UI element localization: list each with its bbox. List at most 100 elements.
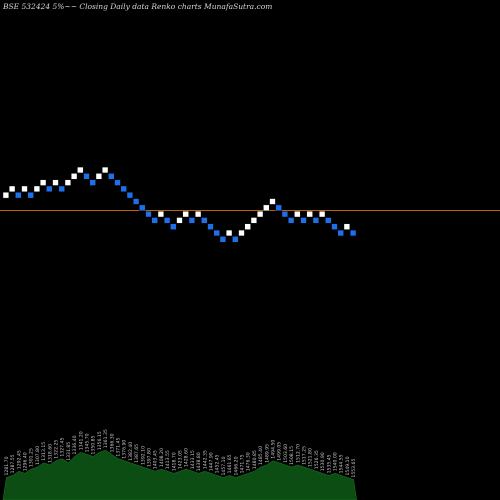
renko-brick-down [145, 210, 152, 218]
volume-label: 1403.45 [153, 450, 159, 469]
renko-brick-down [213, 229, 220, 237]
volume-label: 1336.40 [72, 435, 78, 454]
renko-brick-down [120, 185, 127, 193]
renko-brick-up [294, 210, 301, 218]
renko-brick-up [319, 210, 326, 218]
renko-brick-up [52, 179, 59, 186]
volume-label: 1433.15 [190, 450, 196, 469]
volume-label: 1345.70 [85, 433, 91, 452]
volume-label: 1366.30 [109, 433, 115, 452]
renko-brick-up [182, 210, 189, 218]
volume-label: 1408.20 [159, 448, 165, 467]
renko-brick-down [201, 217, 208, 224]
renko-brick-up [8, 185, 16, 193]
renko-brick-down [288, 217, 295, 224]
volume-label: 1392.10 [140, 446, 146, 465]
volume-label: 1521.80 [308, 448, 314, 467]
volume-label: 1301.25 [29, 448, 35, 467]
renko-brick-up [257, 210, 264, 218]
renko-brick-up [250, 217, 258, 224]
volume-label: 1296.40 [23, 452, 29, 471]
volume-label: 1387.65 [134, 444, 140, 463]
volume-label: 1457.10 [221, 456, 227, 475]
renko-brick-down [58, 185, 65, 193]
renko-brick-down [132, 198, 140, 205]
renko-brick-up [238, 229, 245, 237]
volume-label: 1413.55 [165, 450, 171, 469]
renko-brick-down [139, 204, 146, 211]
volume-label: 1371.45 [116, 438, 122, 457]
renko-brick-up [95, 173, 103, 180]
volume-label: 1397.80 [147, 448, 153, 467]
renko-brick-up [40, 179, 47, 186]
volume-label: 1540.00 [333, 452, 339, 471]
renko-brick-up [343, 223, 351, 230]
volume-label: 1447.90 [209, 452, 215, 471]
renko-brick-up [306, 210, 313, 218]
renko-brick-up [21, 185, 28, 193]
renko-brick-up [101, 166, 109, 174]
renko-brick-down [27, 192, 34, 199]
volume-label: 1322.25 [54, 440, 60, 459]
renko-brick-down [114, 179, 121, 186]
volume-label: 1356.15 [97, 431, 103, 450]
renko-brick-up [64, 179, 72, 186]
renko-brick-down [219, 236, 227, 243]
renko-brick-down [350, 229, 357, 237]
volume-area [2, 449, 357, 500]
renko-brick-up [2, 192, 10, 199]
volume-label: 1503.60 [283, 444, 289, 463]
renko-brick-down [325, 217, 332, 224]
renko-brick-up [244, 223, 251, 230]
renko-brick-up [269, 198, 276, 205]
renko-brick-down [15, 192, 22, 199]
volume-label: 1489.95 [264, 444, 270, 463]
volume-label: 1494.50 [271, 440, 277, 459]
renko-brick-down [170, 223, 177, 230]
volume-label: 1544.55 [339, 454, 345, 473]
volume-label: 1480.85 [252, 450, 258, 469]
volume-label: 1428.60 [184, 448, 190, 467]
renko-brick-up [194, 210, 202, 218]
volume-label: 1471.75 [240, 454, 246, 473]
volume-label: 1530.90 [320, 452, 326, 471]
renko-brick-up [176, 217, 183, 224]
renko-brick-down [89, 179, 96, 186]
renko-brick-down [163, 217, 171, 224]
volume-label: 1423.05 [178, 450, 184, 469]
volume-label: 1287.55 [10, 454, 16, 473]
renko-brick-up [70, 173, 78, 180]
volume-label: 1292.45 [16, 450, 22, 469]
volume-label: 1313.15 [41, 442, 47, 461]
renko-brick-down [207, 223, 214, 230]
renko-brick-down [275, 204, 282, 211]
renko-brick-up [263, 204, 270, 211]
renko-brick-down [108, 173, 115, 180]
renko-brick-down [83, 173, 90, 180]
renko-brick-down [312, 217, 320, 224]
renko-brick-up [225, 229, 233, 237]
volume-label: 1350.85 [91, 435, 97, 454]
volume-label: 1307.80 [35, 446, 41, 465]
volume-label: 1418.70 [171, 452, 177, 471]
volume-label: 1549.10 [345, 456, 351, 475]
renko-brick-down [126, 192, 134, 199]
renko-brick-down [281, 210, 289, 218]
renko-brick-up [33, 185, 41, 193]
renko-brick-down [188, 217, 196, 224]
renko-brick-up [77, 166, 84, 174]
volume-label: 1476.30 [246, 452, 252, 471]
volume-label: 1281.70 [4, 456, 10, 475]
renko-brick-down [300, 217, 307, 224]
volume-label: 1508.15 [289, 446, 295, 465]
volume-label: 1535.45 [326, 454, 332, 473]
chart-title: BSE 532424 5%~~ Closing Daily data Renko… [3, 2, 273, 11]
renko-brick-down [46, 185, 53, 193]
volume-label: 1553.65 [351, 459, 357, 478]
volume-label: 1318.60 [47, 444, 53, 463]
renko-brick-down [151, 217, 158, 224]
volume-label: 1382.40 [128, 442, 134, 461]
volume-label: 1452.45 [215, 454, 221, 473]
renko-brick-down [331, 223, 338, 230]
